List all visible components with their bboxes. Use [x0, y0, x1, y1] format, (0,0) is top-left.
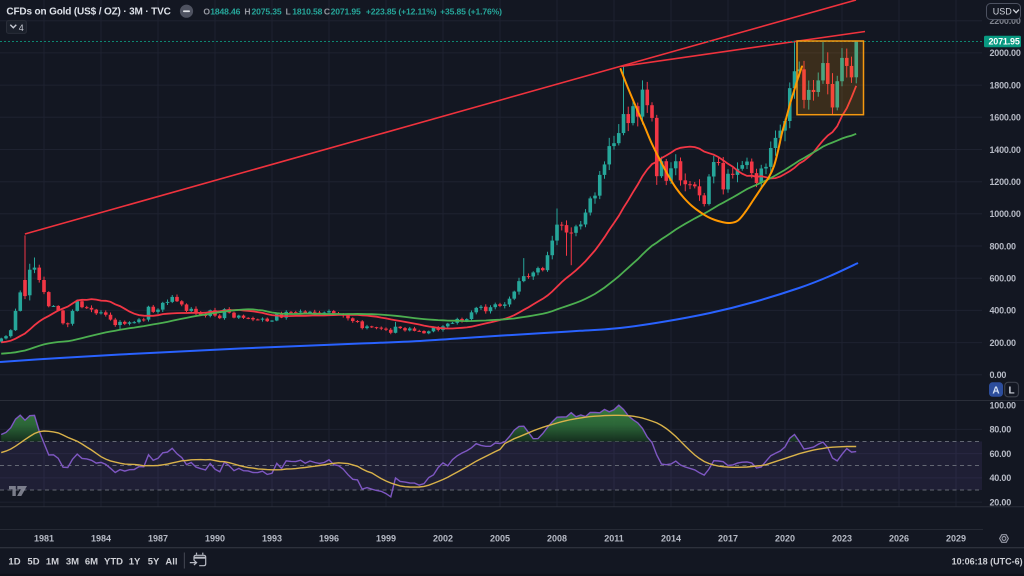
svg-text:O: O	[203, 7, 210, 17]
svg-text:2075.35: 2075.35	[252, 7, 282, 17]
svg-text:YTD: YTD	[104, 557, 123, 568]
svg-text:+223.85 (+12.11%): +223.85 (+12.11%)	[366, 7, 437, 17]
svg-text:1000.00: 1000.00	[990, 209, 1021, 219]
svg-text:All: All	[165, 557, 177, 568]
svg-text:5D: 5D	[27, 557, 39, 568]
svg-text:200.00: 200.00	[990, 338, 1017, 348]
svg-text:1848.46: 1848.46	[210, 7, 240, 17]
svg-text:800.00: 800.00	[990, 241, 1017, 251]
svg-text:A: A	[992, 385, 999, 396]
svg-text:600.00: 600.00	[990, 274, 1017, 284]
svg-text:USD: USD	[993, 7, 1013, 17]
svg-text:80.00: 80.00	[990, 425, 1012, 435]
svg-text:2017: 2017	[718, 534, 738, 544]
svg-text:2002: 2002	[433, 534, 453, 544]
svg-text:L: L	[286, 7, 291, 17]
svg-text:2014: 2014	[661, 534, 681, 544]
svg-text:CFDs on Gold (US$ / OZ) · 3M ·: CFDs on Gold (US$ / OZ) · 3M · TVC	[6, 7, 170, 18]
svg-text:20.00: 20.00	[990, 497, 1012, 507]
svg-text:2000.00: 2000.00	[990, 48, 1021, 58]
svg-text:1800.00: 1800.00	[990, 80, 1021, 90]
svg-text:1400.00: 1400.00	[990, 145, 1021, 155]
svg-text:1981: 1981	[34, 534, 54, 544]
svg-text:6M: 6M	[85, 557, 98, 568]
svg-text:40.00: 40.00	[990, 473, 1012, 483]
svg-text:1984: 1984	[91, 534, 111, 544]
svg-text:2200.00: 2200.00	[990, 16, 1021, 26]
svg-text:1996: 1996	[319, 534, 339, 544]
svg-text:1Y: 1Y	[129, 557, 141, 568]
svg-text:2020: 2020	[775, 534, 795, 544]
svg-text:4: 4	[19, 23, 24, 33]
svg-text:1990: 1990	[205, 534, 225, 544]
svg-text:1810.58: 1810.58	[292, 7, 322, 17]
svg-text:2029: 2029	[946, 534, 966, 544]
svg-text:2026: 2026	[889, 534, 909, 544]
svg-text:+35.85 (+1.76%): +35.85 (+1.76%)	[440, 7, 502, 17]
svg-text:10:06:18 (UTC-6): 10:06:18 (UTC-6)	[952, 557, 1023, 567]
svg-text:L: L	[1009, 385, 1015, 396]
svg-text:100.00: 100.00	[990, 400, 1017, 410]
svg-text:2023: 2023	[832, 534, 852, 544]
svg-text:0.00: 0.00	[990, 370, 1007, 380]
svg-text:2008: 2008	[547, 534, 567, 544]
svg-text:60.00: 60.00	[990, 449, 1012, 459]
svg-text:2005: 2005	[490, 534, 510, 544]
svg-text:C: C	[324, 7, 330, 17]
svg-text:1999: 1999	[376, 534, 396, 544]
svg-text:2011: 2011	[604, 534, 624, 544]
svg-text:5Y: 5Y	[148, 557, 160, 568]
svg-text:1D: 1D	[8, 557, 20, 568]
svg-text:1200.00: 1200.00	[990, 177, 1021, 187]
svg-text:2071.95: 2071.95	[989, 37, 1020, 47]
svg-text:1987: 1987	[148, 534, 168, 544]
svg-text:1M: 1M	[46, 557, 59, 568]
svg-text:H: H	[244, 7, 250, 17]
svg-text:2071.95: 2071.95	[331, 7, 361, 17]
svg-text:1600.00: 1600.00	[990, 113, 1021, 123]
svg-text:1993: 1993	[262, 534, 282, 544]
svg-text:400.00: 400.00	[990, 306, 1017, 316]
svg-text:3M: 3M	[66, 557, 79, 568]
